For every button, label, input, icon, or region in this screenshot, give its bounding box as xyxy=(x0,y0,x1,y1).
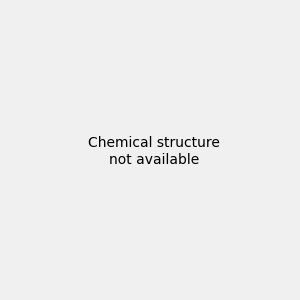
Text: Chemical structure
not available: Chemical structure not available xyxy=(88,136,220,166)
